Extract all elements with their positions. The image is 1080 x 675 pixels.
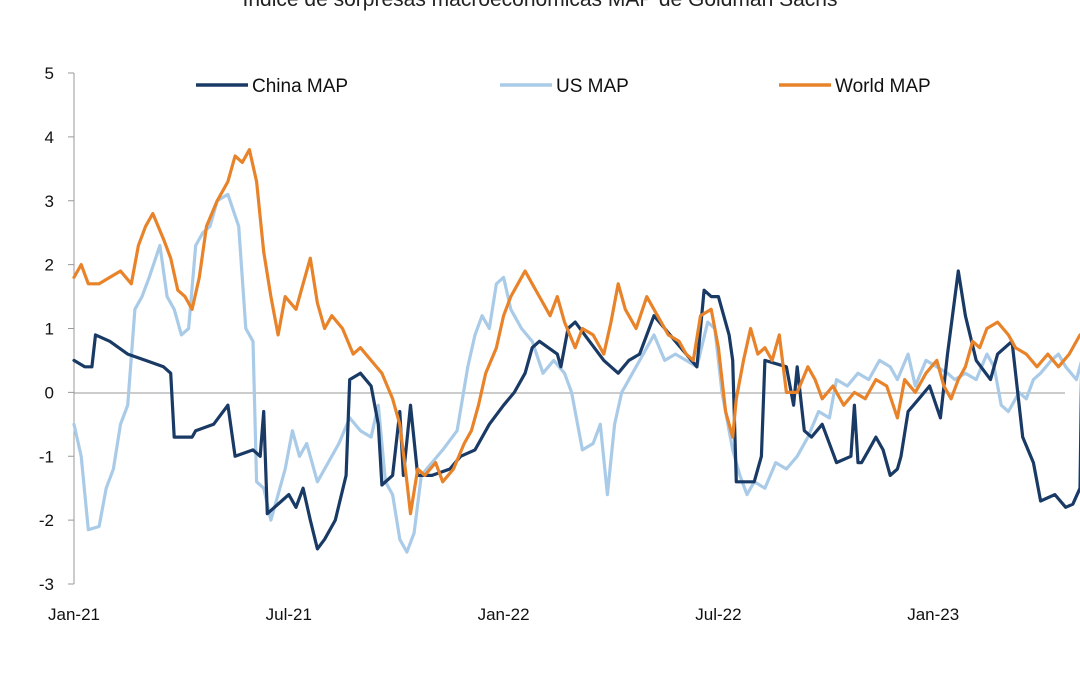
series-line-world-map	[72, 148, 1080, 516]
legend-label: US MAP	[556, 76, 629, 97]
x-tick-label: Jul-21	[266, 605, 312, 624]
y-tick-label: -1	[39, 447, 54, 466]
y-tick-label: 1	[45, 320, 54, 339]
chart-title: Índice de sorpresas macroeconómicas MAP …	[0, 0, 1080, 12]
series-group	[72, 148, 1080, 554]
y-tick-label: 2	[45, 256, 54, 275]
series-line-china-map	[72, 269, 1080, 551]
y-axis-ticks: 5 4 3 2 1 0 -1 -2 -3	[39, 64, 74, 594]
x-axis-ticks: Jan-21 Jul-21 Jan-22 Jul-22 Jan-23	[48, 605, 959, 624]
legend: China MAP US MAP World MAP	[196, 76, 931, 97]
y-tick-label: -2	[39, 511, 54, 530]
legend-label: China MAP	[252, 76, 348, 97]
x-tick-label: Jan-22	[478, 605, 530, 624]
x-tick-label: Jan-21	[48, 605, 100, 624]
x-tick-label: Jan-23	[907, 605, 959, 624]
y-tick-label: -3	[39, 575, 54, 594]
legend-label: World MAP	[835, 76, 931, 97]
x-tick-label: Jul-22	[695, 605, 741, 624]
y-tick-label: 0	[45, 383, 54, 402]
y-tick-label: 4	[45, 128, 54, 147]
y-tick-label: 5	[45, 64, 54, 83]
y-tick-label: 3	[45, 192, 54, 211]
series-line-us-map	[72, 192, 1080, 554]
